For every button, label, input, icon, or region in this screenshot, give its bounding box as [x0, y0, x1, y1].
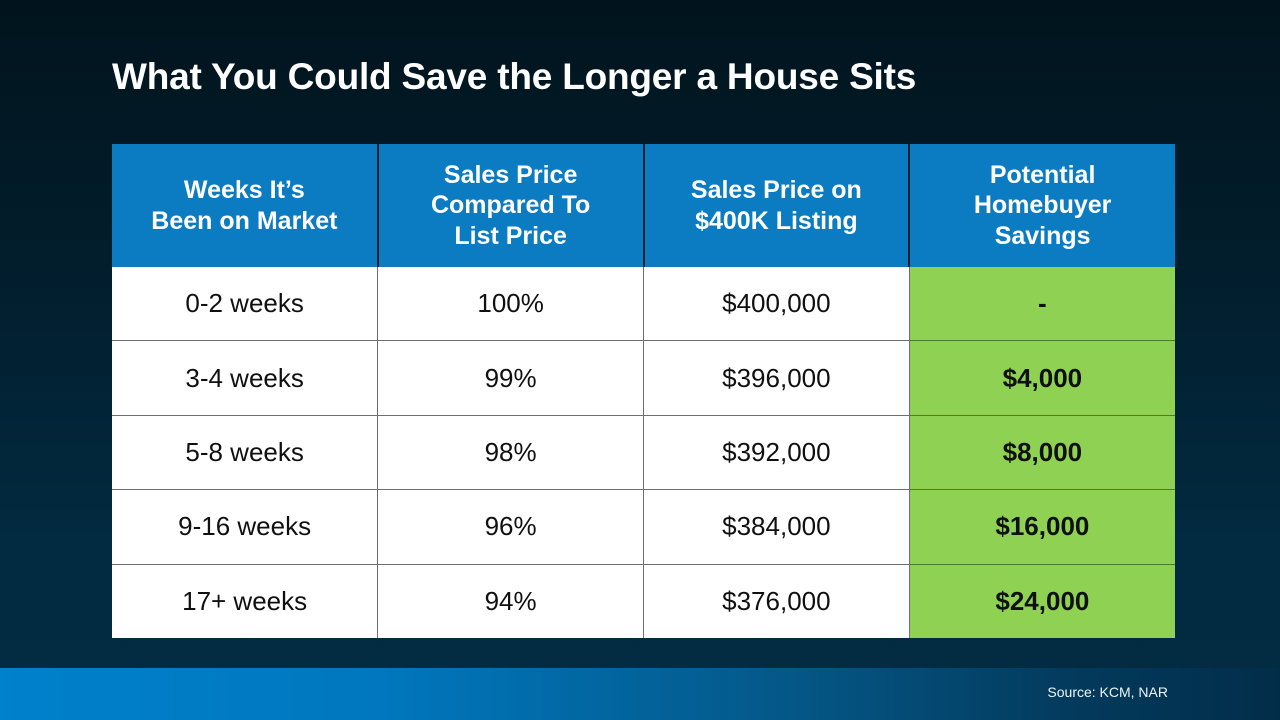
- page-title: What You Could Save the Longer a House S…: [112, 56, 917, 97]
- cell-weeks: 17+ weeks: [112, 564, 379, 638]
- table-row: 5-8 weeks 98% $392,000 $8,000: [112, 415, 1175, 491]
- header-line: Sales Price on: [690, 176, 862, 204]
- savings-table-container: Weeks It’s Been on Market Sales Price Co…: [112, 144, 1175, 638]
- column-header-weeks-on-market: Weeks It’s Been on Market: [112, 144, 379, 267]
- cell-sale-price: $392,000: [643, 415, 910, 491]
- cell-weeks: 3-4 weeks: [112, 340, 379, 416]
- cell-percent-of-list: 98%: [377, 415, 644, 491]
- table-header-row: Weeks It’s Been on Market Sales Price Co…: [112, 144, 1175, 267]
- cell-savings: $24,000: [909, 564, 1175, 638]
- column-header-potential-savings: Potential Homebuyer Savings: [909, 144, 1175, 267]
- header-line: Homebuyer: [973, 191, 1112, 220]
- cell-sale-price: $396,000: [643, 340, 910, 416]
- header-line: Sales Price: [443, 160, 578, 189]
- cell-weeks: 5-8 weeks: [112, 415, 379, 491]
- header-line: List Price: [454, 221, 567, 250]
- savings-table: Weeks It’s Been on Market Sales Price Co…: [112, 144, 1175, 638]
- cell-sale-price: $384,000: [643, 489, 910, 565]
- cell-savings: $4,000: [909, 340, 1175, 416]
- header-line: Potential: [989, 160, 1096, 189]
- column-header-sales-price-vs-list: Sales Price Compared To List Price: [377, 144, 645, 267]
- source-attribution: Source: KCM, NAR: [1047, 684, 1168, 700]
- table-body: 0-2 weeks 100% $400,000 - 3-4 weeks 99% …: [112, 267, 1175, 638]
- cell-percent-of-list: 96%: [377, 489, 644, 565]
- cell-weeks: 9-16 weeks: [112, 489, 379, 565]
- cell-percent-of-list: 99%: [377, 340, 644, 416]
- cell-savings: $8,000: [909, 415, 1175, 491]
- header-line: Weeks It’s: [183, 176, 305, 204]
- header-line: Been on Market: [151, 206, 338, 235]
- header-line: Savings: [994, 221, 1091, 250]
- header-line: Compared To: [430, 191, 591, 220]
- table-row: 9-16 weeks 96% $384,000 $16,000: [112, 489, 1175, 565]
- cell-weeks: 0-2 weeks: [112, 267, 379, 342]
- table-header: Weeks It’s Been on Market Sales Price Co…: [112, 144, 1175, 267]
- cell-percent-of-list: 100%: [377, 267, 644, 342]
- cell-sale-price: $376,000: [643, 564, 910, 638]
- header-line: $400K Listing: [695, 206, 858, 235]
- table-row: 17+ weeks 94% $376,000 $24,000: [112, 564, 1175, 638]
- table-row: 3-4 weeks 99% $396,000 $4,000: [112, 340, 1175, 416]
- cell-percent-of-list: 94%: [377, 564, 644, 638]
- cell-savings: $16,000: [909, 489, 1175, 565]
- footer-bar: [0, 668, 1280, 720]
- column-header-sales-price-on-listing: Sales Price on $400K Listing: [643, 144, 911, 267]
- cell-savings: -: [909, 267, 1175, 342]
- cell-sale-price: $400,000: [643, 267, 910, 342]
- table-row: 0-2 weeks 100% $400,000 -: [112, 267, 1175, 342]
